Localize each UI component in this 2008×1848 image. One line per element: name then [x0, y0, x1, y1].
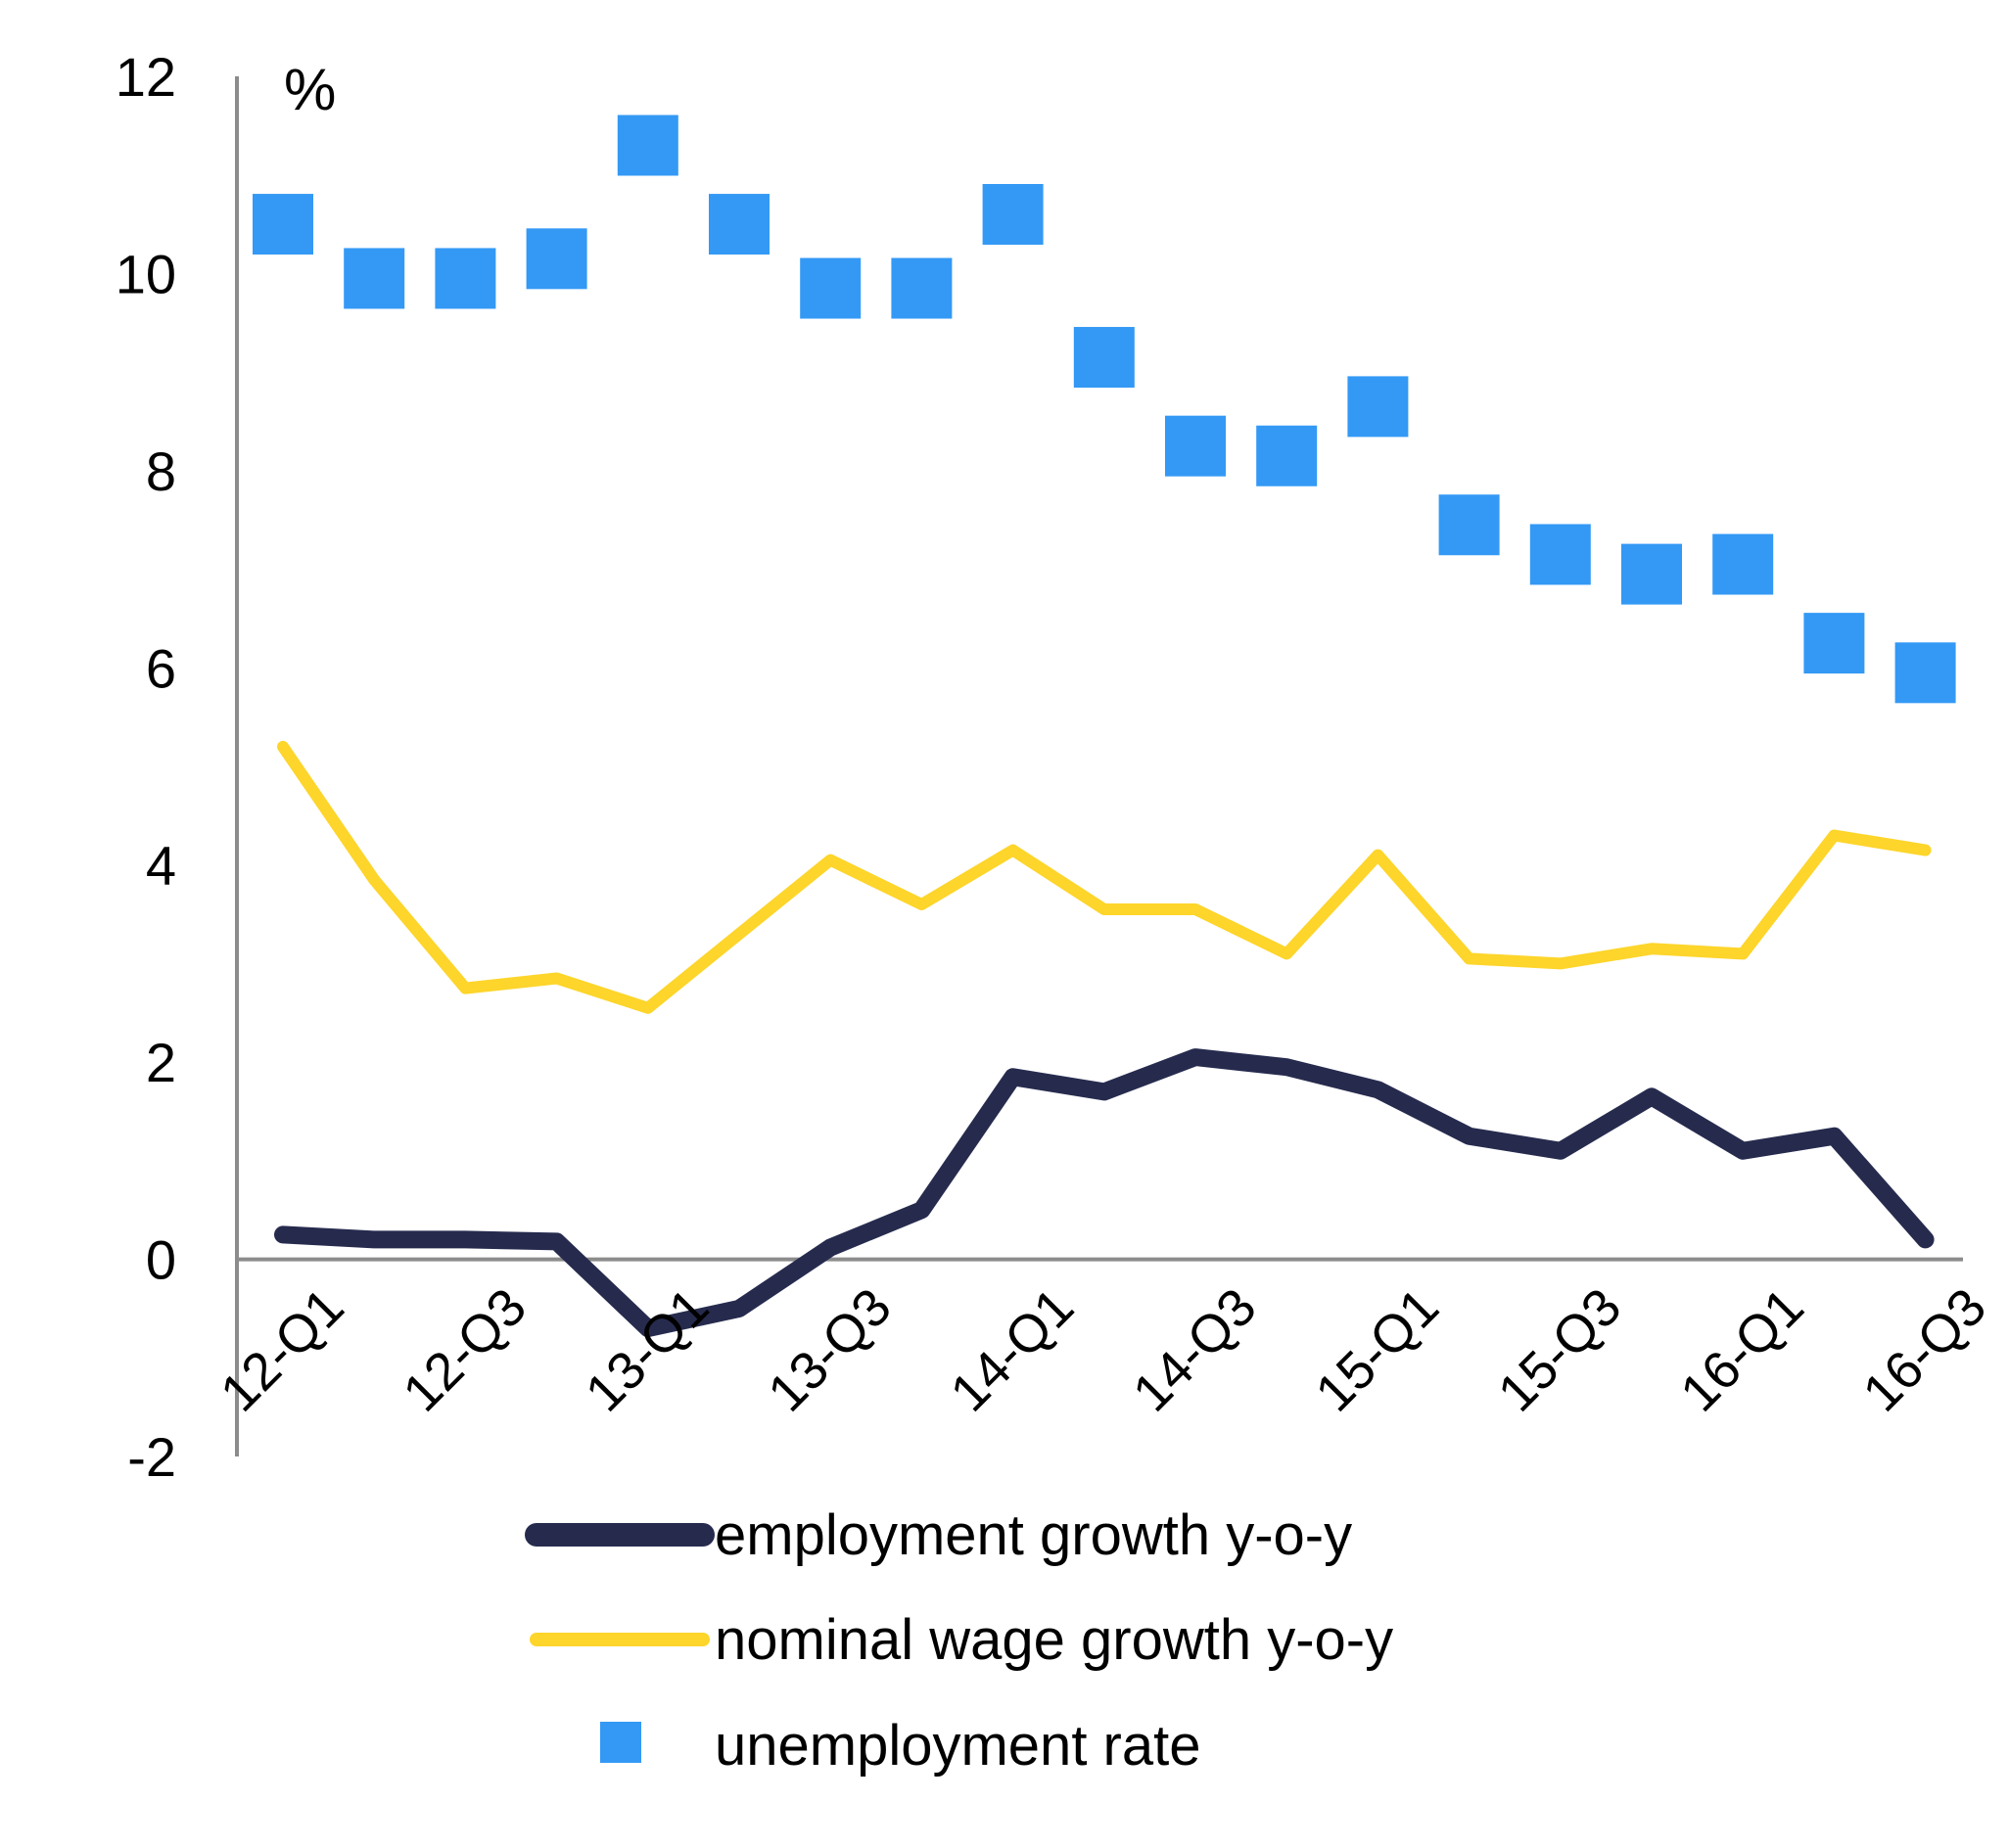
- unemployment-rate-point: [1347, 376, 1409, 438]
- unemployment-rate-point: [800, 257, 862, 319]
- unemployment-rate-point: [1256, 425, 1318, 486]
- series-1: [277, 740, 1932, 1014]
- unemployment-rate-point: [253, 194, 313, 255]
- x-tick-label: 13-Q3: [757, 1277, 903, 1423]
- unemployment-rate-point: [1803, 613, 1865, 674]
- x-tick-labels: 12-Q1 12-Q3 13-Q1 13-Q3 14-Q1 14-Q3 15-Q1 15-Q3…: [210, 1277, 1997, 1423]
- y-tick-label: 10: [116, 243, 176, 304]
- y-tick-label: 8: [146, 440, 176, 502]
- y-tick-label: 4: [146, 835, 176, 897]
- x-tick-label: 15-Q3: [1487, 1277, 1633, 1423]
- x-tick-label: 13-Q1: [575, 1277, 721, 1423]
- y-tick-label: -2: [127, 1426, 176, 1488]
- unemployment-rate-point: [891, 257, 953, 319]
- unemployment-rate-point: [1165, 415, 1226, 477]
- y-tick-label: 0: [146, 1229, 176, 1291]
- unemployment-rate-point: [526, 228, 587, 290]
- unemployment-rate-point: [1438, 494, 1500, 556]
- legend-label: employment growth y-o-y: [715, 1503, 1352, 1567]
- unemployment-rate-point: [435, 248, 496, 309]
- x-tick-label: 12-Q1: [210, 1277, 355, 1423]
- series-2: [253, 115, 1956, 704]
- y-unit-label: %: [284, 57, 336, 122]
- legend-swatch-unemployment-rate: [600, 1722, 641, 1763]
- unemployment-rate-point: [1712, 533, 1774, 595]
- x-tick-label: 14-Q1: [940, 1277, 1086, 1423]
- employment-growth-line: [274, 1048, 1935, 1338]
- y-tick-label: 6: [146, 637, 176, 699]
- unemployment-rate-point: [1529, 524, 1591, 585]
- legend-label: nominal wage growth y-o-y: [715, 1608, 1393, 1672]
- y-tick-label: 12: [116, 46, 176, 108]
- unemployment-rate-point: [982, 184, 1044, 245]
- legend-label: unemployment rate: [715, 1714, 1200, 1778]
- x-tick-label: 15-Q1: [1304, 1277, 1450, 1423]
- axes: [235, 76, 1963, 1456]
- y-tick-labels: -2 0 2 4 6 8 10 12: [116, 46, 176, 1488]
- x-tick-label: 14-Q3: [1122, 1277, 1268, 1423]
- nominal-wage-growth-line: [277, 740, 1932, 1014]
- y-tick-label: 2: [146, 1032, 176, 1093]
- unemployment-rate-point: [1894, 642, 1956, 704]
- unemployment-rate-point: [344, 248, 405, 309]
- unemployment-rate-point: [1073, 327, 1135, 389]
- unemployment-rate-point: [709, 194, 770, 255]
- unemployment-rate-point: [1621, 543, 1682, 605]
- x-tick-label: 16-Q3: [1852, 1277, 1998, 1423]
- x-tick-label: 12-Q3: [392, 1277, 537, 1423]
- series-0: [274, 1048, 1935, 1338]
- x-tick-label: 16-Q1: [1669, 1277, 1815, 1423]
- unemployment-rate-point: [617, 115, 678, 176]
- series-layer: [253, 115, 1956, 1338]
- legend: employment growth y-o-y nominal wage grow…: [525, 1503, 1393, 1778]
